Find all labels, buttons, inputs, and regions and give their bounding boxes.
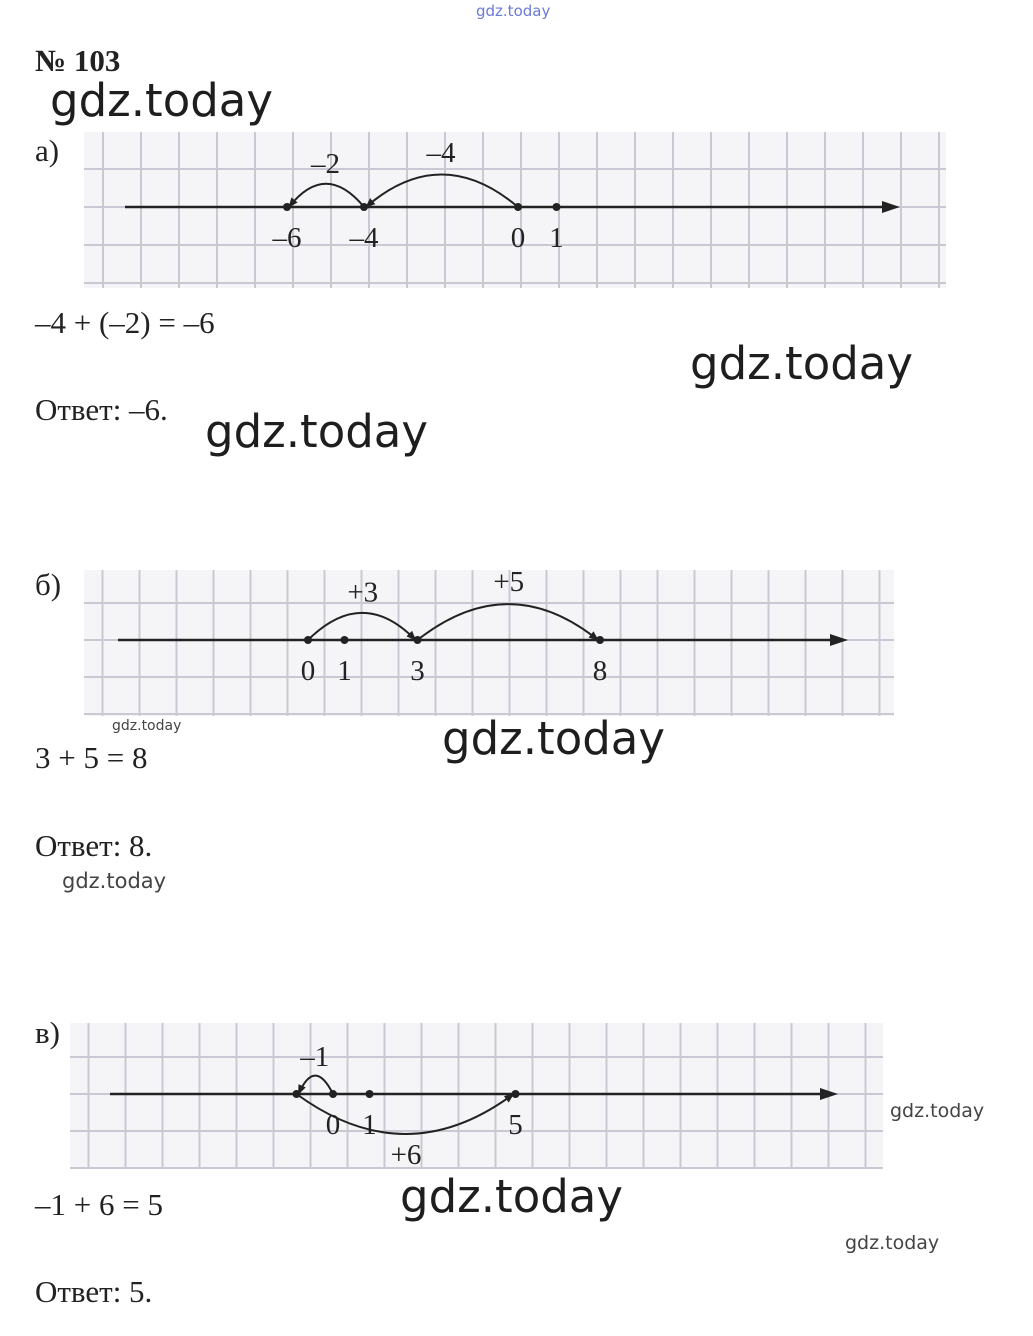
part-a-equation: –4 + (–2) = –6 [35, 305, 215, 340]
number-line-b: +3 +5 0 1 3 8 [84, 570, 894, 716]
jump-arc [297, 1074, 334, 1095]
point-dot [340, 636, 349, 644]
arc-label: –2 [310, 148, 340, 180]
point-dot [514, 203, 522, 211]
point-dot [365, 1090, 374, 1098]
point-label: –4 [349, 222, 380, 254]
arc-label: +6 [391, 1139, 422, 1169]
part-a-answer: Ответ: –6. [35, 392, 168, 427]
point-dot [292, 1090, 301, 1098]
jump-arc [416, 603, 599, 641]
arc-label: –4 [426, 137, 457, 169]
part-c-equation: –1 + 6 = 5 [35, 1187, 163, 1222]
point-dot [511, 1090, 520, 1098]
point-dot [596, 636, 604, 644]
point-label: 0 [326, 1109, 341, 1141]
jump-arc [307, 611, 417, 641]
point-label: 1 [362, 1109, 377, 1141]
number-line-c: –1 +6 0 1 5 [70, 1023, 883, 1169]
number-line-a: –4 –2 –6 –4 0 1 [84, 132, 946, 288]
point-label: 1 [549, 222, 564, 254]
grid-background [84, 132, 946, 288]
point-dot [413, 636, 422, 644]
watermark: gdz.today [690, 337, 914, 390]
point-label: 0 [301, 655, 316, 687]
part-c-label: в) [35, 1015, 60, 1050]
point-label: 8 [593, 655, 608, 687]
watermark-small: gdz.today [112, 718, 182, 734]
watermark: gdz.today [442, 712, 666, 765]
part-a-label: а) [35, 133, 60, 168]
axis-arrow-icon [820, 1088, 838, 1100]
jump-arc [295, 1093, 515, 1135]
point-dot [283, 203, 291, 211]
grid-background [84, 570, 894, 716]
point-label: 0 [511, 222, 526, 254]
part-b-answer: Ответ: 8. [35, 828, 153, 863]
axis-arrow-icon [830, 634, 848, 646]
arc-label: +5 [493, 570, 524, 598]
part-b-equation: 3 + 5 = 8 [35, 740, 148, 775]
watermark-top: gdz.today [476, 2, 551, 20]
point-dot [360, 203, 368, 211]
arc-label: –1 [299, 1041, 329, 1073]
point-dot [329, 1090, 337, 1098]
point-dot [304, 636, 312, 644]
part-c-answer: Ответ: 5. [35, 1274, 153, 1309]
jump-arc [288, 182, 365, 208]
point-dot [552, 203, 561, 211]
axis-arrow-icon [882, 201, 900, 213]
watermark-small: gdz.today [845, 1232, 940, 1254]
jump-arc [365, 173, 519, 208]
point-label: 1 [337, 655, 352, 687]
watermark-small: gdz.today [890, 1100, 985, 1122]
watermark: gdz.today [400, 1170, 624, 1223]
arc-label: +3 [347, 576, 378, 608]
watermark: gdz.today [205, 405, 429, 458]
point-label: 3 [410, 655, 425, 687]
watermark: gdz.today [50, 74, 274, 127]
problem-number: № 103 [35, 43, 121, 78]
point-label: 5 [508, 1109, 523, 1141]
point-label: –6 [272, 222, 302, 254]
part-b-label: б) [35, 567, 62, 602]
grid-background [70, 1023, 883, 1169]
watermark-small: gdz.today [62, 869, 167, 893]
